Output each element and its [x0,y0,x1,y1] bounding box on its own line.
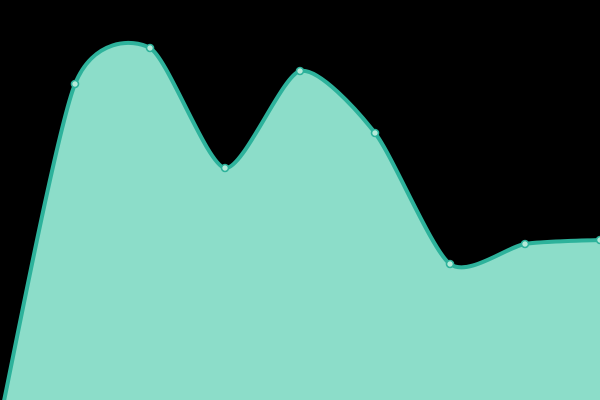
data-point-marker [145,43,155,53]
data-point-marker [70,79,80,89]
data-point-marker [370,128,380,138]
data-point-marker [445,259,455,269]
data-point-marker [520,239,530,249]
data-point-marker [220,163,230,173]
trend-line [2,40,600,400]
area-fill [0,42,600,400]
data-point-marker [595,235,600,245]
data-point-marker [295,66,305,76]
